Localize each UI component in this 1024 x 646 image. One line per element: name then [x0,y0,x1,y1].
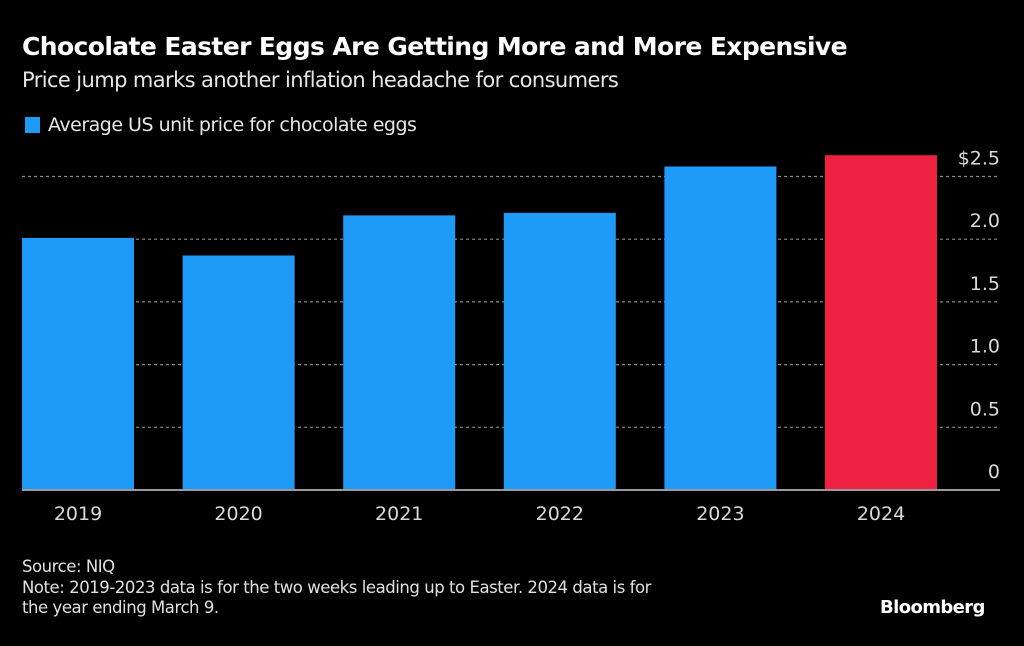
note-line-2: the year ending March 9. [22,598,219,617]
y-tick-label: 1.0 [970,336,1000,358]
chart-title: Chocolate Easter Eggs Are Getting More a… [22,32,848,61]
y-tick-label: 2.0 [970,210,1000,232]
x-tick-label: 2021 [375,503,423,525]
x-tick-label: 2019 [54,503,102,525]
bar-2020 [182,255,295,490]
bar-2022 [503,212,616,490]
y-tick-label: 1.5 [970,273,1000,295]
x-tick-label: 2022 [536,503,584,525]
bar-2021 [343,215,456,490]
y-tick-label: 0.5 [970,398,1000,420]
legend: Average US unit price for chocolate eggs [25,114,417,136]
x-tick-label: 2020 [214,503,262,525]
chart-subtitle: Price jump marks another inflation heada… [22,68,619,92]
footer-notes: Source: NIQ Note: 2019-2023 data is for … [22,557,651,619]
bloomberg-logo: Bloomberg [880,597,985,618]
legend-swatch [25,117,40,133]
bars [22,155,937,490]
x-tick-label: 2023 [696,503,744,525]
source-note: Source: NIQ [22,557,115,576]
legend-label: Average US unit price for chocolate eggs [48,114,417,136]
bar-2023 [664,166,777,490]
note-line-1: Note: 2019-2023 data is for the two week… [22,577,651,597]
y-tick-label: 0 [988,461,1000,483]
x-axis-tick-labels: 2019 2020 2021 2022 2023 2024 [54,503,905,525]
y-axis-tick-labels: 0 0.5 1.0 1.5 2.0 $2.5 [958,148,1000,484]
bar-2024 [825,155,937,490]
y-tick-label: $2.5 [958,148,1000,170]
bar-2019 [22,237,134,490]
x-tick-label: 2024 [857,503,905,525]
